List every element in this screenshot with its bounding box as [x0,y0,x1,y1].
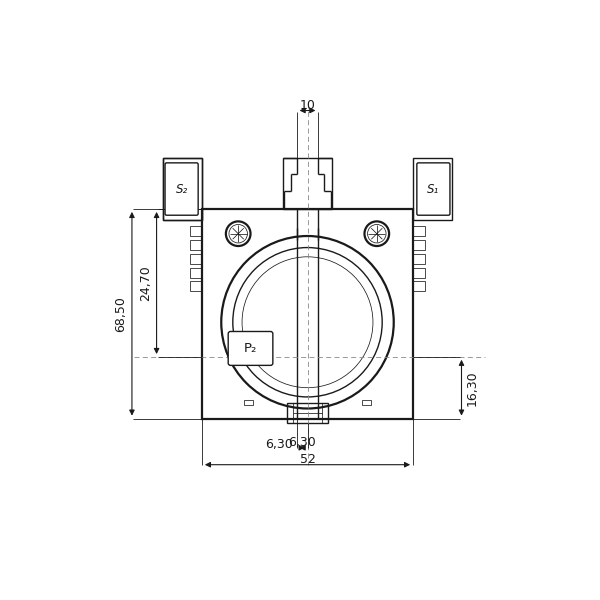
Bar [287,403,328,423]
Text: S₂: S₂ [175,184,188,196]
Bar [413,240,425,250]
Text: 6,30: 6,30 [288,436,316,449]
Bar [190,226,202,236]
Bar [413,268,425,278]
Bar [244,400,253,404]
Bar [163,158,202,220]
Text: 16,30: 16,30 [466,370,479,406]
Text: P₂: P₂ [244,342,257,355]
Bar [413,254,425,264]
Text: 6,30: 6,30 [265,438,293,451]
Bar [283,158,332,209]
FancyBboxPatch shape [417,163,450,215]
Bar [413,281,425,292]
Bar [202,209,413,419]
Text: 68,50: 68,50 [115,296,127,332]
Bar [190,268,202,278]
Bar [413,158,452,220]
Text: 52: 52 [299,453,316,466]
Bar [190,254,202,264]
Bar [190,281,202,292]
Text: 10: 10 [299,98,316,112]
Bar [413,226,425,236]
Bar [163,158,202,220]
Text: S₁: S₁ [427,184,439,196]
FancyBboxPatch shape [228,331,273,365]
FancyBboxPatch shape [165,163,198,215]
Bar [362,400,371,404]
Bar [190,240,202,250]
Text: 24,70: 24,70 [139,265,152,301]
